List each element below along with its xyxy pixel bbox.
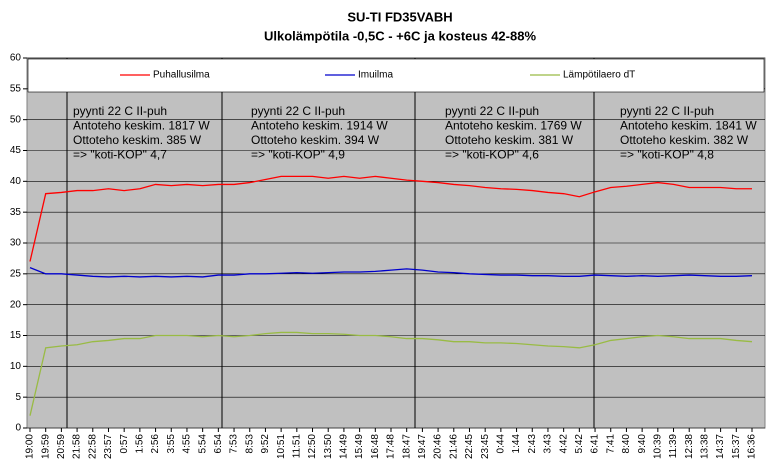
x-tick-label: 9:52: [260, 434, 271, 454]
series-line: [29, 267, 753, 278]
annotation: => "koti-KOP" 4,7: [73, 148, 167, 162]
y-tick-label: 20: [10, 299, 22, 310]
x-tick-label: 7:53: [229, 434, 240, 454]
y-tick-label: 35: [10, 207, 22, 218]
series-line: [29, 175, 752, 262]
y-tick-label: 40: [10, 176, 22, 187]
x-tick-label: 15:37: [731, 434, 742, 459]
x-tick-label: 19:47: [417, 434, 428, 459]
x-tick-label: 21:46: [448, 434, 459, 459]
x-tick-label: 17:48: [386, 434, 397, 459]
x-tick-label: 14:37: [715, 434, 726, 459]
x-tick-label: 11:39: [668, 434, 679, 459]
x-tick-label: 22:58: [87, 434, 98, 459]
x-tick-label: 7:41: [605, 434, 616, 454]
annotation: Ottoteho keskim. 385 W: [73, 133, 202, 147]
x-tick-label: 23:57: [103, 434, 114, 459]
annotation: Ottoteho keskim. 394 W: [251, 133, 380, 147]
legend-label: Imuilma: [358, 70, 393, 81]
x-tick-label: 13:50: [323, 434, 334, 459]
x-tick-label: 2:56: [150, 434, 161, 454]
y-tick-label: 60: [10, 53, 22, 64]
x-tick-label: 3:43: [543, 434, 554, 454]
x-tick-label: 6:54: [213, 434, 224, 454]
y-tick-label: 25: [10, 268, 22, 279]
x-tick-label: 4:55: [182, 434, 193, 454]
x-tick-label: 20:59: [56, 434, 67, 459]
legend-label: Puhallusilma: [153, 70, 210, 81]
x-tick-label: 0:44: [496, 434, 507, 454]
x-tick-label: 16:48: [370, 434, 381, 459]
x-tick-label: 12:50: [307, 434, 318, 459]
x-tick-label: 13:38: [700, 434, 711, 459]
y-tick-label: 15: [10, 330, 22, 341]
y-tick-label: 30: [10, 238, 22, 249]
x-tick-label: 10:39: [652, 434, 663, 459]
annotation: pyynti 22 C II-puh: [251, 104, 345, 118]
x-tick-label: 12:38: [684, 434, 695, 459]
x-tick-label: 8:40: [621, 434, 632, 454]
y-tick-label: 50: [10, 114, 22, 125]
x-tick-label: 1:44: [511, 434, 522, 454]
x-tick-label: 14:49: [339, 434, 350, 459]
annotation: => "koti-KOP" 4,8: [620, 148, 714, 162]
x-tick-label: 1:56: [135, 434, 146, 454]
x-tick-label: 5:54: [197, 434, 208, 454]
y-tick-label: 55: [10, 83, 22, 94]
series-line: [29, 331, 753, 416]
x-tick-label: 16:36: [747, 434, 758, 459]
x-tick-label: 3:55: [166, 434, 177, 454]
x-tick-label: 6:41: [590, 434, 601, 454]
x-tick-label: 19:00: [25, 434, 36, 459]
legend: [27, 58, 765, 93]
y-tick-label: 45: [10, 145, 22, 156]
annotation: pyynti 22 C II-puh: [445, 104, 539, 118]
x-tick-label: 21:58: [72, 434, 83, 459]
annotation: pyynti 22 C II-puh: [620, 104, 714, 118]
annotation: Antoteho keskim. 1841 W: [620, 119, 757, 133]
legend-label: Lämpötilaero dT: [563, 70, 635, 81]
annotation: Ottoteho keskim. 381 W: [445, 133, 574, 147]
x-tick-label: 9:40: [637, 434, 648, 454]
x-tick-label: 8:53: [244, 434, 255, 454]
x-tick-label: 0:57: [119, 434, 130, 454]
x-tick-label: 5:42: [574, 434, 585, 454]
x-tick-label: 19:59: [40, 434, 51, 459]
annotation: Antoteho keskim. 1914 W: [251, 119, 388, 133]
annotation: Ottoteho keskim. 382 W: [620, 133, 749, 147]
y-tick-label: 0: [15, 423, 21, 434]
x-tick-label: 15:49: [354, 434, 365, 459]
x-tick-label: 11:51: [291, 434, 302, 459]
x-tick-label: 2:43: [527, 434, 538, 454]
x-tick-label: 10:51: [276, 434, 287, 459]
x-tick-label: 20:46: [433, 434, 444, 459]
x-tick-label: 22:45: [464, 434, 475, 459]
x-tick-label: 18:47: [401, 434, 412, 459]
y-tick-label: 5: [15, 392, 21, 403]
y-tick-label: 10: [10, 361, 22, 372]
annotation: Antoteho keskim. 1817 W: [73, 119, 210, 133]
annotation: => "koti-KOP" 4,6: [445, 148, 539, 162]
annotation: => "koti-KOP" 4,9: [251, 148, 345, 162]
annotation: pyynti 22 C II-puh: [73, 104, 167, 118]
x-tick-label: 4:42: [558, 434, 569, 454]
annotation: Antoteho keskim. 1769 W: [445, 119, 582, 133]
chart-title: SU-TI FD35VABH: [347, 9, 452, 24]
x-tick-label: 23:45: [480, 434, 491, 459]
chart-subtitle: Ulkolämpötila -0,5C - +6C ja kosteus 42-…: [264, 28, 536, 43]
